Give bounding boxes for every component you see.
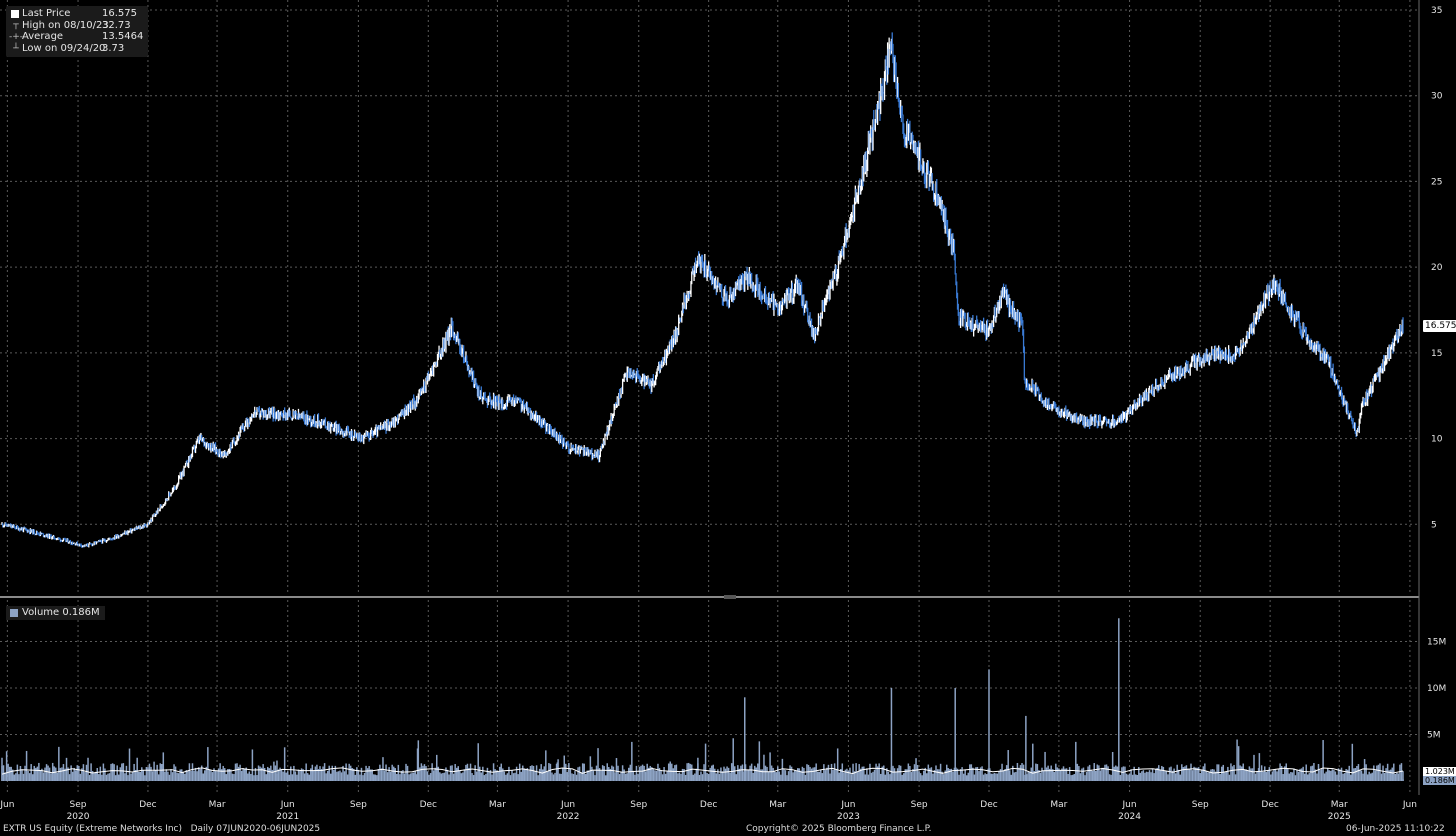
x-tick-label-month: Mar [769, 800, 786, 810]
y-tick-label-volume: 10M [1427, 684, 1446, 694]
x-tick-label-month: Jun [840, 800, 855, 810]
x-tick-label-month: Jun [1122, 800, 1137, 810]
x-tick-label-month: Sep [70, 800, 87, 810]
y-tick-label-price: 15 [1431, 349, 1442, 359]
x-tick-label-year: 2022 [557, 812, 580, 822]
y-tick-label-price: 25 [1431, 177, 1442, 187]
x-tick-label-month: Dec [420, 800, 437, 810]
volume-grid [0, 600, 1419, 795]
y-tick-label-price: 5 [1431, 520, 1437, 530]
last-price-tag: 16.575 [1423, 320, 1456, 332]
x-tick-label-month: Sep [1192, 800, 1209, 810]
volume-swatch [10, 608, 18, 617]
price-grid [0, 0, 1419, 595]
average-marker-icon: -+- [8, 31, 24, 42]
x-tick-label-year: 2020 [67, 812, 90, 822]
volume-average-line [1, 767, 1404, 775]
x-tick-label-year: 2021 [276, 812, 299, 822]
volume-last-tag: 0.186M [1423, 776, 1456, 785]
x-tick-label-month: Jun [1402, 800, 1417, 810]
axis-labels: Jun Sep Dec Mar Jun Sep Dec Mar Jun Sep Dec Mar Jun S… [0, 0, 1446, 822]
legend-value: 3.73 [102, 43, 125, 55]
legend-row-low: ┴ Low on 09/24/20 3.73 [10, 43, 143, 55]
last-price-swatch [11, 9, 19, 18]
price-series [1, 32, 1404, 548]
x-tick-label-month: Dec [700, 800, 717, 810]
x-tick-label-year: 2024 [1118, 812, 1141, 822]
ticker-name: EXTR US Equity (Extreme Networks Inc) [3, 824, 182, 834]
x-tick-label-month: Sep [630, 800, 647, 810]
y-tick-label-price: 35 [1431, 6, 1442, 16]
x-tick-label-month: Jun [0, 800, 14, 810]
volume-series [1, 618, 1404, 781]
panel-divider-handle[interactable] [724, 595, 736, 599]
x-tick-label-month: Mar [209, 800, 226, 810]
legend-value: 32.73 [102, 19, 131, 31]
volume-legend-value: 0.186M [62, 607, 100, 618]
legend-row-high: ┬ High on 08/10/23 32.73 [10, 20, 143, 32]
x-tick-label-month: Mar [1331, 800, 1348, 810]
footer-ticker: EXTR US Equity (Extreme Networks Inc) Da… [3, 824, 320, 834]
legend-label: High on 08/10/23 [22, 19, 109, 31]
x-tick-label-month: Sep [350, 800, 367, 810]
x-tick-label-month: Dec [980, 800, 997, 810]
date-range: Daily 07JUN2020-06JUN2025 [190, 824, 321, 834]
low-marker-icon: ┴ [13, 43, 19, 54]
volume-legend-label: Volume [22, 607, 60, 618]
x-tick-label-month: Jun [560, 800, 575, 810]
footer-timestamp: 06-Jun-2025 11:10:22 [1346, 824, 1445, 834]
y-tick-label-price: 10 [1431, 435, 1443, 445]
x-tick-label-month: Jun [280, 800, 295, 810]
high-marker-icon: ┬ [13, 20, 19, 31]
volume-average-tag: 1.023M [1423, 767, 1456, 776]
x-tick-label-month: Dec [1261, 800, 1278, 810]
legend-row-average: -+- Average 13.5464 [8, 31, 144, 43]
x-tick-label-month: Mar [1050, 800, 1067, 810]
y-tick-label-price: 30 [1431, 92, 1443, 102]
y-tick-label-volume: 5M [1427, 731, 1441, 741]
x-tick-label-month: Dec [139, 800, 156, 810]
legend-label: Last Price [22, 8, 71, 20]
volume-legend: Volume 0.186M [6, 606, 105, 620]
legend-row-last-price: Last Price 16.575 [10, 8, 143, 20]
x-tick-label-month: Mar [489, 800, 506, 810]
y-tick-label-volume: 15M [1427, 638, 1446, 648]
x-tick-label-month: Sep [911, 800, 928, 810]
x-tick-label-year: 2025 [1328, 812, 1351, 822]
x-tick-label-year: 2023 [837, 812, 860, 822]
legend-label: Average [22, 31, 64, 43]
y-tick-label-price: 20 [1431, 263, 1443, 273]
price-legend: Last Price 16.575 ┬ High on 08/10/23 32.… [6, 6, 149, 58]
footer-copyright: Copyright© 2025 Bloomberg Finance L.P. [746, 824, 932, 834]
legend-label: Low on 09/24/20 [22, 43, 106, 55]
legend-value: 13.5464 [102, 31, 144, 43]
legend-value: 16.575 [102, 8, 137, 20]
